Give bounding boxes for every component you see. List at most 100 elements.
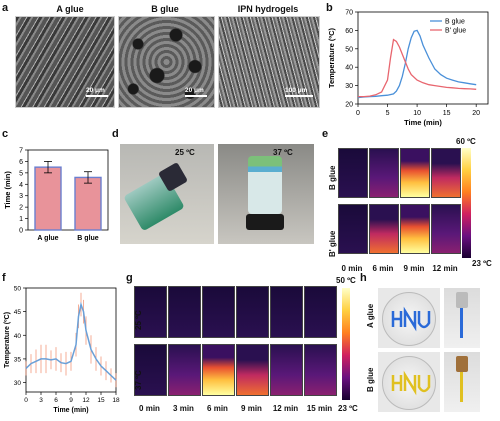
chart-f-xtick-label: 18 [112,397,120,404]
thermal-tile [431,204,461,254]
colorbar-g [342,288,350,400]
photo-d-label-25c: 25 ºC [175,148,195,157]
thermal-tile [338,148,368,198]
scalebar-a: 20 μm [86,87,108,97]
chart-c-category-label: A glue [37,235,58,242]
panel-label-e: e [322,128,329,140]
time-label: 12 min [272,404,299,413]
row-label-g-37c: 37 ºC [134,370,143,390]
chart-b-series-line [358,38,477,98]
chart-c-ytick-label: 3 [19,193,23,200]
petri-dish-a [382,292,436,346]
chart-c-ytick-label: 2 [19,205,23,212]
thermal-tile [202,286,235,338]
chart-f-xtick-label: 12 [82,397,90,404]
chart-f-temperature: 0 3 6 9 12 15 18 30 35 40 45 50 Time (min) Temperatur… [4,286,120,415]
thermal-tile [400,204,430,254]
chart-c-ytick-label: 6 [19,159,23,166]
time-label: 6 min [207,404,228,413]
chart-b-xtick-label: 5 [386,110,390,117]
chart-b-series-line [357,29,477,99]
photo-h-a-hang [444,288,480,348]
sem-title-b-glue: B glue [151,4,179,14]
chart-f-frame [25,287,117,393]
vial-cap-bottom [246,214,284,230]
photo-d-label-37c: 37 ºC [273,148,293,157]
sem-title-a-glue: A glue [56,4,84,14]
photo-d-37c: 37 ºC [218,144,314,244]
time-label: 9 min [241,404,262,413]
chart-c-time: 0 1 2 3 4 5 6 7 Time (min) A glue B glue [3,148,109,242]
time-label: 9 min [403,264,425,273]
photo-d-25c: 25 ºC [120,144,214,244]
thermal-tile [168,344,201,396]
panel-label-f: f [2,272,6,284]
chart-b-ytick-label: 40 [345,65,353,72]
chart-b-xtick-label: 10 [413,110,421,117]
chart-b-xtick-label: 0 [356,110,360,117]
chart-f-line [25,301,117,381]
thermal-tile [134,344,167,396]
colorbar-g-min: 23 ºC [338,404,358,413]
time-label: 12 min [432,264,458,273]
panel-label-a: a [2,2,9,14]
chart-b-xlabel: Time (min) [404,118,442,127]
thermal-tile [202,344,235,396]
sem-image-b-glue: 20 μm [118,16,215,108]
thermal-tile [168,286,201,338]
scalebar-ipn: 100 μm [285,87,313,97]
chart-b-xtick-label: 20 [472,110,480,117]
chart-c-ylabel: Time (min) [3,171,12,209]
clamp-b [456,356,468,372]
thermal-tile [338,204,368,254]
thermal-tile [270,344,303,396]
thermal-tile [431,148,461,198]
chart-b-ytick-label: 70 [345,10,353,17]
photo-h-a-dish [378,288,440,348]
panel-label-d: d [112,128,119,140]
glue-strand-b [460,372,463,402]
chart-b-ylabel: Temperature (ºC) [327,27,336,88]
chart-c-ytick-label: 1 [19,216,23,223]
chart-f-xlabel: Time (min) [53,407,88,414]
thermal-tile [369,148,399,198]
chart-f-ytick-label: 30 [14,380,22,387]
row-label-g-25c: 25 ºC [134,310,143,330]
chart-b-ytick-label: 20 [345,102,353,109]
colorbar-e [462,148,471,258]
colorbar-e-max: 60 ºC [456,137,476,146]
sem-image-a-glue: 20 μm [15,16,115,108]
chart-f-xtick-label: 6 [54,397,58,404]
time-label: 3 min [173,404,194,413]
time-label: 0 min [341,264,363,273]
thermal-tile [369,204,399,254]
sem-image-ipn-hydrogels: 100 μm [218,16,320,108]
chart-c-ytick-label: 5 [19,170,23,177]
chart-c-bar [74,176,102,231]
glue-strand-a [460,308,463,338]
chart-b-ytick-label: 30 [345,83,353,90]
chart-f-ytick-label: 40 [14,333,22,340]
chart-f-xtick-label: 0 [24,397,28,404]
panel-label-h: h [360,272,367,284]
thermal-tile [304,344,337,396]
chart-f-xtick-label: 15 [97,397,105,404]
chart-b-ytick-label: 60 [345,28,353,35]
scalebar-b: 20 μm [185,87,207,97]
petri-dish-b [382,356,436,410]
chart-b-frame [357,11,489,105]
time-label: 15 min [306,404,333,413]
vial-upright [248,156,282,214]
chart-f-ytick-label: 45 [14,309,22,316]
chart-c-frame [27,149,109,231]
chart-c-ytick-label: 4 [19,182,23,189]
colorbar-g-max: 50 ºC [336,276,356,285]
panel-label-g: g [126,272,133,284]
row-label-h-a-glue: A glue [366,303,375,328]
panel-label-c: c [2,128,9,140]
chart-b-legend-label: B glue [445,19,465,26]
thermal-tile [134,286,167,338]
row-label-h-b-glue: B glue [366,367,375,392]
time-label: 0 min [139,404,160,413]
chart-b-ytick-label: 50 [345,46,353,53]
